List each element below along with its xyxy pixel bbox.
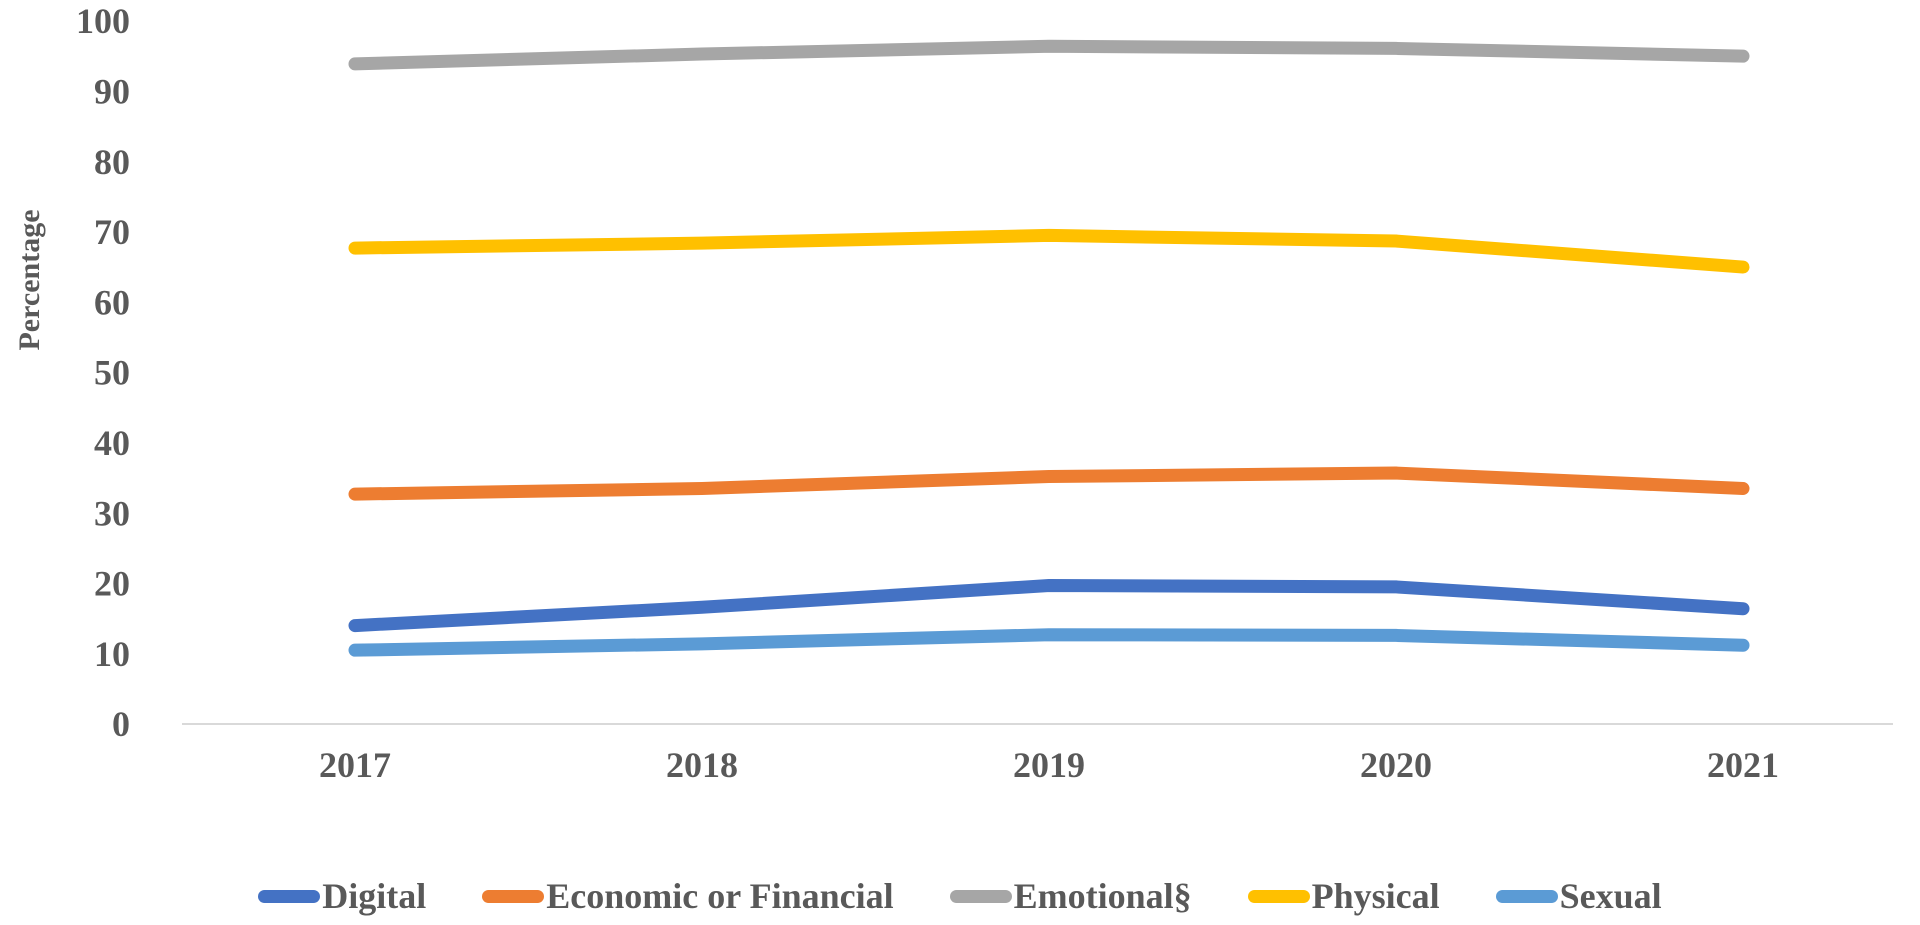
y-tick-label: 10 [94,634,130,674]
legend-label: Emotional§ [1013,876,1192,916]
legend-item: Emotional§ [949,876,1192,916]
y-tick-label: 80 [94,142,130,182]
y-tick-label: 70 [94,212,130,252]
series-line-physical [348,228,1750,274]
x-tick-label: 2018 [666,745,738,785]
y-tick-label: 0 [112,704,130,744]
legend-label: Economic or Financial [546,876,894,916]
y-tick-label: 50 [94,353,130,393]
x-tick-label: 2021 [1707,745,1779,785]
legend-swatch-icon [1247,889,1310,903]
series-line-digital [348,579,1750,633]
y-tick-label: 30 [94,493,130,533]
legend-label: Physical [1311,876,1440,916]
legend-item: Sexual [1495,876,1662,916]
x-tick-label: 2019 [1013,745,1085,785]
series-line-economic-or-financial [348,466,1750,501]
legend-swatch-icon [949,889,1012,903]
legend-item: Digital [258,878,426,914]
legend-swatch-icon [482,889,545,903]
legend-swatch-icon [258,889,321,903]
legend-swatch-icon [1495,889,1558,903]
legend-label: Digital [322,876,427,916]
y-tick-label: 100 [76,1,130,41]
legend-label: Sexual [1559,876,1662,916]
legend-item: Physical [1247,876,1440,916]
chart-legend: Digital Economic or Financial Emotional§ Ph… [0,878,1920,914]
y-tick-label: 90 [94,72,130,112]
series-line-emotional [348,39,1750,71]
y-axis-title: Percentage [13,209,46,351]
x-tick-label: 2017 [319,745,391,785]
y-tick-label: 20 [94,564,130,604]
y-tick-label: 60 [94,282,130,322]
x-tick-label: 2020 [1360,745,1432,785]
legend-item: Economic or Financial [482,876,894,916]
y-tick-label: 40 [94,423,130,463]
series-line-sexual [348,628,1750,657]
